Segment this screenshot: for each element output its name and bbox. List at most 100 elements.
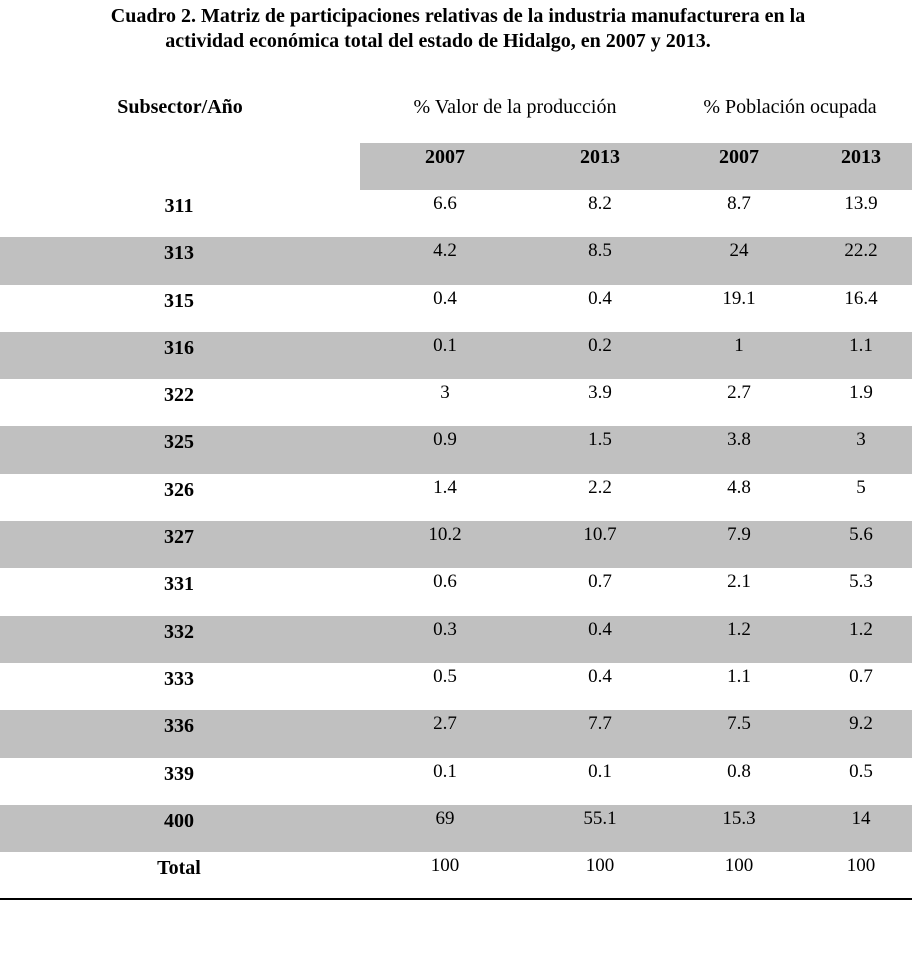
valor-2007-cell: 0.1: [433, 334, 457, 356]
poblacion-2007-cell: 3.8: [727, 429, 751, 451]
subsector-cell: 327: [164, 526, 194, 549]
poblacion-2007-cell: 1: [734, 334, 744, 356]
table-row: 332 0.3 0.4 1.2 1.2: [0, 615, 912, 663]
valor-2007-cell: 100: [430, 855, 460, 877]
poblacion-2007-cell: 8.7: [727, 193, 751, 214]
valor-2007-cell: 0.1: [433, 760, 457, 782]
table-row: 311 6.6 8.2 8.7 13.9: [0, 190, 912, 237]
valor-2013-cell: 8.5: [588, 240, 612, 262]
title-line-1: Cuadro 2. Matriz de participaciones rela…: [110, 5, 806, 27]
year-header-poblacion-2013: 2013: [841, 146, 881, 168]
column-group-valor: % Valor de la producción: [413, 96, 617, 118]
table-row: 322 3 3.9 2.7 1.9: [0, 379, 912, 426]
poblacion-2007-cell: 19.1: [722, 287, 756, 309]
poblacion-2007-cell: 24: [729, 240, 749, 262]
valor-2007-cell: 0.3: [433, 618, 457, 640]
valor-2013-cell: 0.4: [588, 665, 612, 687]
valor-2013-cell: 0.7: [588, 571, 612, 593]
poblacion-2007-cell: 4.8: [727, 476, 751, 498]
poblacion-2007-cell: 7.5: [727, 713, 751, 735]
column-group-poblacion: % Población ocupada: [703, 96, 877, 118]
poblacion-2013-cell: 5.6: [849, 524, 873, 546]
table-title: Cuadro 2. Matriz de participaciones rela…: [0, 4, 916, 54]
table-row: 326 1.4 2.2 4.8 5: [0, 474, 912, 521]
poblacion-2007-cell: 1.1: [727, 665, 751, 687]
subsector-cell: 316: [164, 336, 194, 359]
poblacion-2013-cell: 5.3: [849, 571, 873, 593]
table-row: 400 69 55.1 15.3 14: [0, 804, 912, 853]
poblacion-2013-cell: 14: [851, 807, 871, 829]
valor-2007-cell: 0.5: [433, 665, 457, 687]
subsector-cell: 339: [164, 762, 194, 785]
subsector-cell: 322: [164, 384, 194, 407]
valor-2007-cell: 3: [440, 382, 450, 404]
poblacion-2007-cell: 15.3: [722, 807, 756, 829]
subsector-cell: 332: [164, 620, 194, 643]
valor-2013-cell: 0.4: [588, 618, 612, 640]
subsector-cell: 313: [164, 242, 194, 265]
table-row: Total 100 100 100 100: [0, 852, 912, 899]
poblacion-2013-cell: 100: [846, 855, 876, 877]
year-header-valor-2007: 2007: [425, 146, 465, 168]
year-header-poblacion-2007: 2007: [719, 146, 759, 168]
poblacion-2013-cell: 22.2: [844, 240, 878, 262]
subsector-cell: 400: [164, 809, 194, 832]
table-row: 325 0.9 1.5 3.8 3: [0, 426, 912, 474]
poblacion-2013-cell: 3: [856, 429, 866, 451]
poblacion-2013-cell: 1.1: [849, 334, 873, 356]
table-row: 339 0.1 0.1 0.8 0.5: [0, 758, 912, 805]
valor-2007-cell: 69: [435, 807, 455, 829]
poblacion-2013-cell: 16.4: [844, 287, 878, 309]
table-row: 327 10.2 10.7 7.9 5.6: [0, 521, 912, 569]
valor-2013-cell: 0.1: [588, 760, 612, 782]
table-row: 333 0.5 0.4 1.1 0.7: [0, 663, 912, 710]
valor-2013-cell: 0.2: [588, 334, 612, 356]
bottom-rule: [0, 898, 912, 900]
table-row: 316 0.1 0.2 1 1.1: [0, 331, 912, 380]
valor-2007-cell: 6.6: [433, 193, 457, 214]
valor-2013-cell: 2.2: [588, 476, 612, 498]
subsector-cell: 315: [164, 289, 194, 312]
valor-2013-cell: 100: [585, 855, 615, 877]
table-row: 331 0.6 0.7 2.1 5.3: [0, 568, 912, 615]
valor-2007-cell: 4.2: [433, 240, 457, 262]
poblacion-2007-cell: 100: [724, 855, 754, 877]
valor-2013-cell: 1.5: [588, 429, 612, 451]
poblacion-2007-cell: 1.2: [727, 618, 751, 640]
subsector-cell: Total: [157, 857, 201, 880]
poblacion-2013-cell: 1.2: [849, 618, 873, 640]
poblacion-2013-cell: 0.7: [849, 665, 873, 687]
poblacion-2007-cell: 7.9: [727, 524, 751, 546]
valor-2013-cell: 55.1: [583, 807, 617, 829]
subsector-cell: 311: [164, 195, 194, 217]
row-header-label: Subsector/Año: [117, 96, 243, 118]
poblacion-2007-cell: 0.8: [727, 760, 751, 782]
valor-2007-cell: 0.9: [433, 429, 457, 451]
subsector-cell: 333: [164, 667, 194, 690]
valor-2007-cell: 0.6: [433, 571, 457, 593]
poblacion-2013-cell: 1.9: [849, 382, 873, 404]
poblacion-2013-cell: 9.2: [849, 713, 873, 735]
table-body: 311 6.6 8.2 8.7 13.9 313 4.2 8.5 24 22.2 315 0.4 0.4…: [0, 190, 912, 899]
subsector-cell: 326: [164, 478, 194, 501]
valor-2013-cell: 8.2: [588, 193, 612, 214]
valor-2007-cell: 10.2: [428, 524, 462, 546]
subsector-cell: 331: [164, 573, 194, 596]
poblacion-2007-cell: 2.7: [727, 382, 751, 404]
valor-2013-cell: 3.9: [588, 382, 612, 404]
poblacion-2013-cell: 0.5: [849, 760, 873, 782]
poblacion-2007-cell: 2.1: [727, 571, 751, 593]
valor-2013-cell: 0.4: [588, 287, 612, 309]
year-header-band: [360, 143, 912, 190]
title-line-2: actividad económica total del estado de …: [165, 30, 711, 52]
table-row: 313 4.2 8.5 24 22.2: [0, 237, 912, 285]
subsector-cell: 336: [164, 715, 194, 738]
valor-2007-cell: 0.4: [433, 287, 457, 309]
poblacion-2013-cell: 13.9: [844, 193, 878, 214]
year-header-valor-2013: 2013: [580, 146, 620, 168]
subsector-cell: 325: [164, 431, 194, 454]
valor-2007-cell: 2.7: [433, 713, 457, 735]
valor-2007-cell: 1.4: [433, 476, 457, 498]
table-row: 336 2.7 7.7 7.5 9.2: [0, 710, 912, 758]
valor-2013-cell: 7.7: [588, 713, 612, 735]
